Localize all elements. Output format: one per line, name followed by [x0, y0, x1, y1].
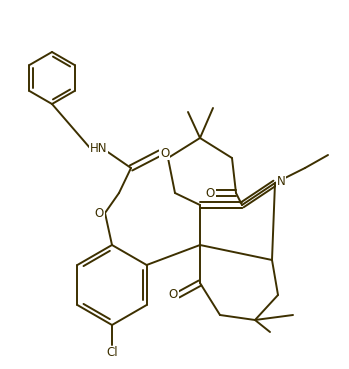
Text: O: O	[169, 289, 178, 301]
Text: O: O	[160, 146, 169, 159]
Text: O: O	[95, 207, 104, 220]
Text: O: O	[206, 186, 215, 200]
Text: N: N	[277, 175, 286, 187]
Text: HN: HN	[90, 141, 107, 155]
Text: Cl: Cl	[106, 346, 118, 359]
